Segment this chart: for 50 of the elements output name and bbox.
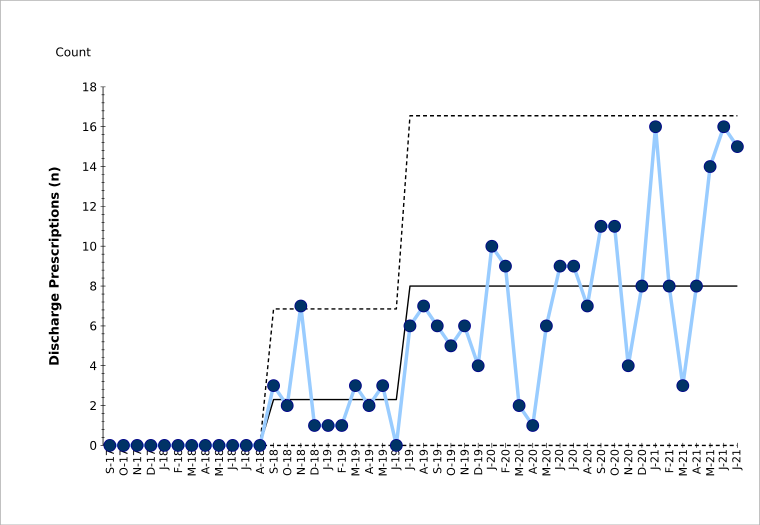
x-tick-label: M-20 [514, 450, 524, 476]
y-tick-label: 14 [83, 162, 96, 171]
x-tick-label: A-20 [528, 450, 537, 474]
y-tick-label: 8 [90, 281, 96, 290]
x-tick-label: F-20 [501, 450, 510, 472]
x-tick-label: S-18 [269, 450, 278, 474]
x-tick-label: N-18 [296, 450, 305, 474]
x-tick-label: D-19 [474, 450, 482, 474]
x-tick-label: J-20 [554, 450, 566, 470]
x-tick-label: J-20 [568, 450, 579, 470]
x-tick-label: S-17 [106, 450, 114, 474]
x-tick-label: M-21 [678, 450, 687, 476]
x-tick-label: N-19 [460, 450, 469, 474]
y-tick-label: 16 [83, 122, 96, 132]
x-tick-label: D-20 [638, 450, 646, 474]
y-tick-label: 0 [90, 440, 96, 450]
x-tick-label: F-21 [665, 450, 674, 472]
y-tick-label: 10 [83, 242, 96, 251]
y-tick-label: 6 [90, 321, 96, 330]
y-tick-label: 18 [83, 82, 96, 92]
x-tick-label: S-19 [433, 450, 442, 474]
x-tick-label: J-21 [732, 450, 743, 470]
x-tick-label: O-20 [610, 450, 619, 476]
x-tick-label: N-17 [133, 450, 142, 474]
x-tick-label: F-19 [338, 450, 346, 472]
x-tick-label: M-19 [378, 450, 387, 476]
y-tick-label: 2 [90, 400, 96, 410]
x-tick-label: S-20 [596, 450, 606, 474]
x-tick-label: M-21 [706, 450, 714, 476]
x-tick-label: J-19 [322, 450, 334, 470]
x-tick-label: D-18 [310, 450, 319, 474]
y-axis-title: Discharge Prescriptions (n) [48, 167, 62, 365]
x-tick-label: J-20 [486, 450, 497, 470]
chart-title: Count [56, 47, 91, 56]
x-tick-label: A-20 [583, 450, 592, 474]
x-tick-label: M-19 [351, 450, 360, 476]
x-tick-label: O-18 [283, 450, 292, 476]
y-tick-label: 4 [90, 361, 96, 370]
x-tick-label: N-20 [624, 450, 632, 474]
x-tick-label: M-20 [542, 450, 551, 476]
x-tick-label: A-19 [419, 450, 428, 474]
x-tick-label: O-17 [119, 450, 128, 476]
x-tick-label: A-19 [364, 450, 374, 474]
y-tick-label: 12 [83, 202, 96, 211]
x-tick-label: J-19 [404, 450, 416, 470]
x-tick-label: O-19 [446, 450, 456, 476]
x-tick-label: A-21 [692, 450, 701, 474]
x-tick-label: J-21 [718, 450, 729, 470]
x-tick-label: J-21 [650, 450, 661, 470]
x-tick-label: D-17 [146, 450, 155, 474]
